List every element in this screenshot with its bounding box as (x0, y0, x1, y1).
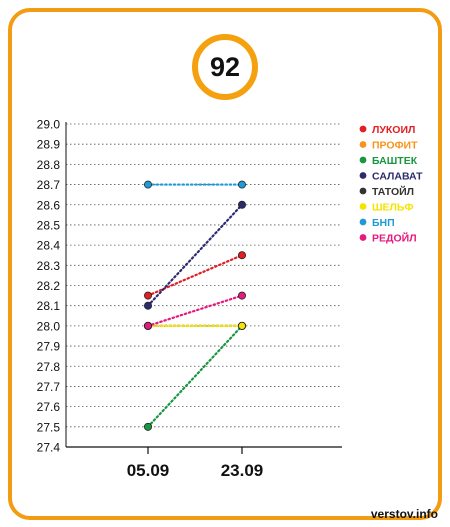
legend-marker-3 (359, 172, 367, 179)
legend-label-6: БНП (372, 217, 395, 229)
series-line-7 (146, 294, 244, 327)
y-tick-label: 28.2 (37, 279, 61, 293)
data-point (143, 301, 152, 310)
data-point (237, 200, 246, 209)
y-tick-label: 28.7 (37, 178, 61, 192)
legend-marker-7 (359, 234, 367, 241)
y-tick-label: 27.7 (37, 380, 61, 394)
y-tick-label: 28.3 (37, 259, 61, 273)
y-tick-label: 27.8 (37, 360, 61, 374)
y-tick-label: 28.6 (37, 198, 61, 212)
legend-marker-4 (359, 187, 367, 195)
data-point (237, 321, 246, 330)
legend-marker-5 (359, 203, 367, 210)
octane-badge: 92 (192, 34, 258, 100)
data-point (237, 180, 246, 189)
data-point (143, 291, 152, 300)
watermark: verstov.info (370, 507, 438, 521)
legend-marker-6 (359, 218, 367, 226)
y-tick-label: 28.9 (37, 138, 61, 152)
y-tick-label: 28.5 (37, 218, 61, 232)
legend-label-2: БАШТЕК (372, 155, 418, 167)
legend-label-1: ПРОФИТ (372, 140, 418, 152)
data-point (143, 422, 152, 431)
legend-label-5: ШЕЛЬФ (372, 202, 413, 214)
legend-label-0: ЛУКОИЛ (372, 124, 415, 136)
y-tick-label: 28.0 (37, 319, 61, 333)
legend-label-4: ТАТОЙЛ (372, 185, 414, 198)
x-tick-label: 05.09 (127, 461, 170, 480)
data-point (143, 180, 152, 189)
series-line-2 (146, 324, 244, 428)
legend-marker-0 (359, 125, 367, 133)
y-tick-label: 27.5 (37, 420, 61, 434)
y-tick-label: 28.4 (37, 239, 61, 253)
y-tick-label: 27.9 (37, 340, 61, 354)
series-line-3 (146, 203, 244, 307)
y-tick-label: 27.6 (37, 400, 61, 414)
y-tick-label: 27.4 (37, 441, 61, 455)
legend-label-3: САЛАВАТ (372, 171, 423, 183)
y-tick-label: 28.1 (37, 299, 61, 313)
y-tick-label: 29.0 (37, 118, 61, 132)
data-point (237, 251, 246, 260)
data-point (237, 291, 246, 300)
legend-marker-2 (359, 156, 367, 164)
legend-label-7: РЕДОЙЛ (372, 232, 417, 245)
data-point (143, 321, 152, 330)
octane-badge-value: 92 (209, 51, 241, 82)
legend-marker-1 (359, 141, 367, 148)
x-tick-label: 23.09 (221, 461, 264, 480)
y-tick-label: 28.8 (37, 158, 61, 172)
